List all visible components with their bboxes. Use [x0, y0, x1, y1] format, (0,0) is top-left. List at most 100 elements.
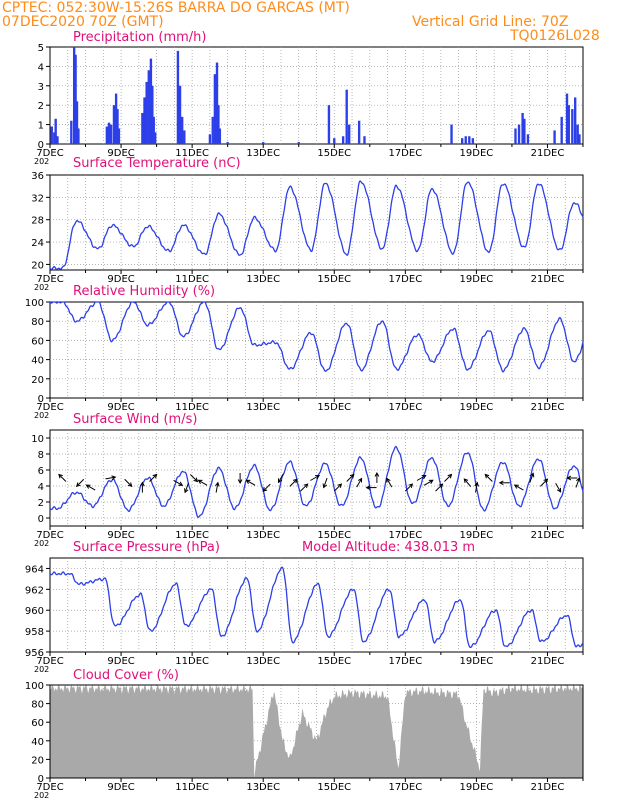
x-tick-label: 11DEC: [175, 782, 209, 793]
x-tick-label: 11DEC: [175, 274, 209, 285]
precip-bar: [105, 126, 109, 144]
x-tick-label: 19DEC: [460, 656, 494, 667]
precip-bar: [297, 142, 300, 144]
precip-bar: [151, 85, 154, 144]
wind-vector: [555, 483, 562, 493]
wind-vector: [356, 477, 363, 488]
x-tick-label: 21DEC: [531, 782, 565, 793]
wind-vector-head: [140, 481, 145, 487]
wind-vector: [529, 472, 535, 483]
wind-vector: [245, 479, 256, 486]
precip-bar: [176, 50, 180, 144]
x-tick-label: 17DEC: [388, 148, 422, 159]
precip-bar: [327, 105, 331, 144]
precip-bar: [75, 101, 79, 144]
wind-vector-shaft: [262, 483, 271, 492]
wind-vector-shaft: [514, 484, 524, 491]
x-tick-label: 11DEC: [175, 530, 209, 541]
y-tick-label: 32: [31, 193, 44, 204]
wind-vector-head: [498, 480, 504, 486]
x-tick-label: 19DEC: [460, 148, 494, 159]
wind-vector: [140, 481, 145, 493]
x-tick-label: 13DEC: [246, 148, 280, 159]
wind-vector-head: [197, 479, 203, 484]
precip-bar: [116, 109, 119, 144]
y-tick-label: 60: [31, 718, 44, 729]
wind-vector: [444, 473, 453, 482]
x-tick-label: 7DEC: [36, 530, 63, 541]
series-line: [49, 566, 584, 649]
y-tick-label: 3: [38, 82, 44, 93]
wind-vector: [346, 473, 355, 482]
wind-vector: [498, 480, 510, 486]
y-tick-label: 962: [25, 585, 44, 596]
wind-vector: [333, 483, 343, 492]
wind-vector-head: [349, 473, 355, 479]
wind-vector-head: [374, 471, 380, 477]
precip-bar: [521, 112, 524, 144]
wind-vector-shaft: [575, 477, 580, 488]
x-year-label: 202: [34, 791, 49, 800]
y-tick-label: 956: [25, 648, 44, 659]
precip-bar: [226, 142, 229, 144]
precip-bar: [571, 109, 574, 144]
wind-vector-shaft: [58, 474, 67, 482]
y-tick-label: 960: [25, 606, 44, 617]
wind-vector-shaft: [423, 479, 434, 486]
temp-title: Surface Temperature (nC): [73, 156, 241, 171]
cloud-panel-frame: [49, 684, 584, 779]
wind-vector-head: [315, 474, 321, 480]
wind-vector: [105, 475, 117, 480]
wind-vector-shaft: [190, 474, 198, 482]
x-year-label: 202: [34, 411, 49, 420]
x-year-label: 202: [34, 157, 49, 166]
precip-bar: [114, 93, 118, 144]
wind-vector: [75, 478, 85, 488]
precip-bar: [109, 124, 113, 144]
x-tick-label: 9DEC: [107, 530, 134, 541]
x-tick-label: 11DEC: [175, 402, 209, 413]
wind-vector-shaft: [173, 479, 183, 486]
x-tick-label: 15DEC: [317, 782, 351, 793]
x-tick-label: 13DEC: [246, 782, 280, 793]
wind-vector-shaft: [475, 482, 478, 493]
wind-vector-head: [111, 475, 117, 480]
wind-vector-head: [215, 481, 220, 487]
x-tick-label: 9DEC: [107, 148, 134, 159]
wind-vector-shaft: [76, 478, 85, 487]
precip-bar: [217, 105, 220, 144]
wind-vector-shaft: [404, 483, 413, 492]
wind-vector: [124, 478, 133, 488]
wind-vector-shaft: [149, 474, 157, 482]
precip-bar: [333, 138, 336, 144]
y-tick-label: 958: [25, 627, 44, 638]
x-tick-label: 17DEC: [388, 530, 422, 541]
wind-vector: [173, 479, 184, 486]
y-tick-label: 964: [25, 564, 44, 575]
wind-vector: [374, 471, 380, 483]
x-tick-label: 19DEC: [460, 402, 494, 413]
x-tick-label: 7DEC: [36, 782, 63, 793]
series-line: [49, 180, 584, 270]
y-tick-label: 20: [31, 260, 44, 271]
precip-title: Precipitation (mm/h): [73, 30, 207, 45]
wind-vector-shaft: [310, 475, 320, 481]
wind-vector: [262, 483, 271, 492]
y-tick-label: 40: [31, 737, 44, 748]
x-tick-label: 19DEC: [460, 530, 494, 541]
wind-vector: [85, 484, 96, 491]
wind-vector-head: [245, 479, 251, 484]
series-line: [49, 445, 584, 519]
wind-vector-shaft: [278, 473, 284, 483]
precip-bar: [262, 142, 265, 144]
wind-vector-shaft: [356, 478, 363, 488]
x-tick-label: 13DEC: [246, 656, 280, 667]
precip-bar: [183, 130, 186, 144]
precip-bar: [526, 134, 530, 144]
wind-vector: [277, 473, 284, 484]
precip-bar: [107, 122, 111, 144]
x-tick-label: 7DEC: [36, 274, 63, 285]
precip-bar: [560, 116, 563, 144]
x-tick-label: 9DEC: [107, 274, 134, 285]
y-tick-label: 100: [25, 298, 44, 309]
